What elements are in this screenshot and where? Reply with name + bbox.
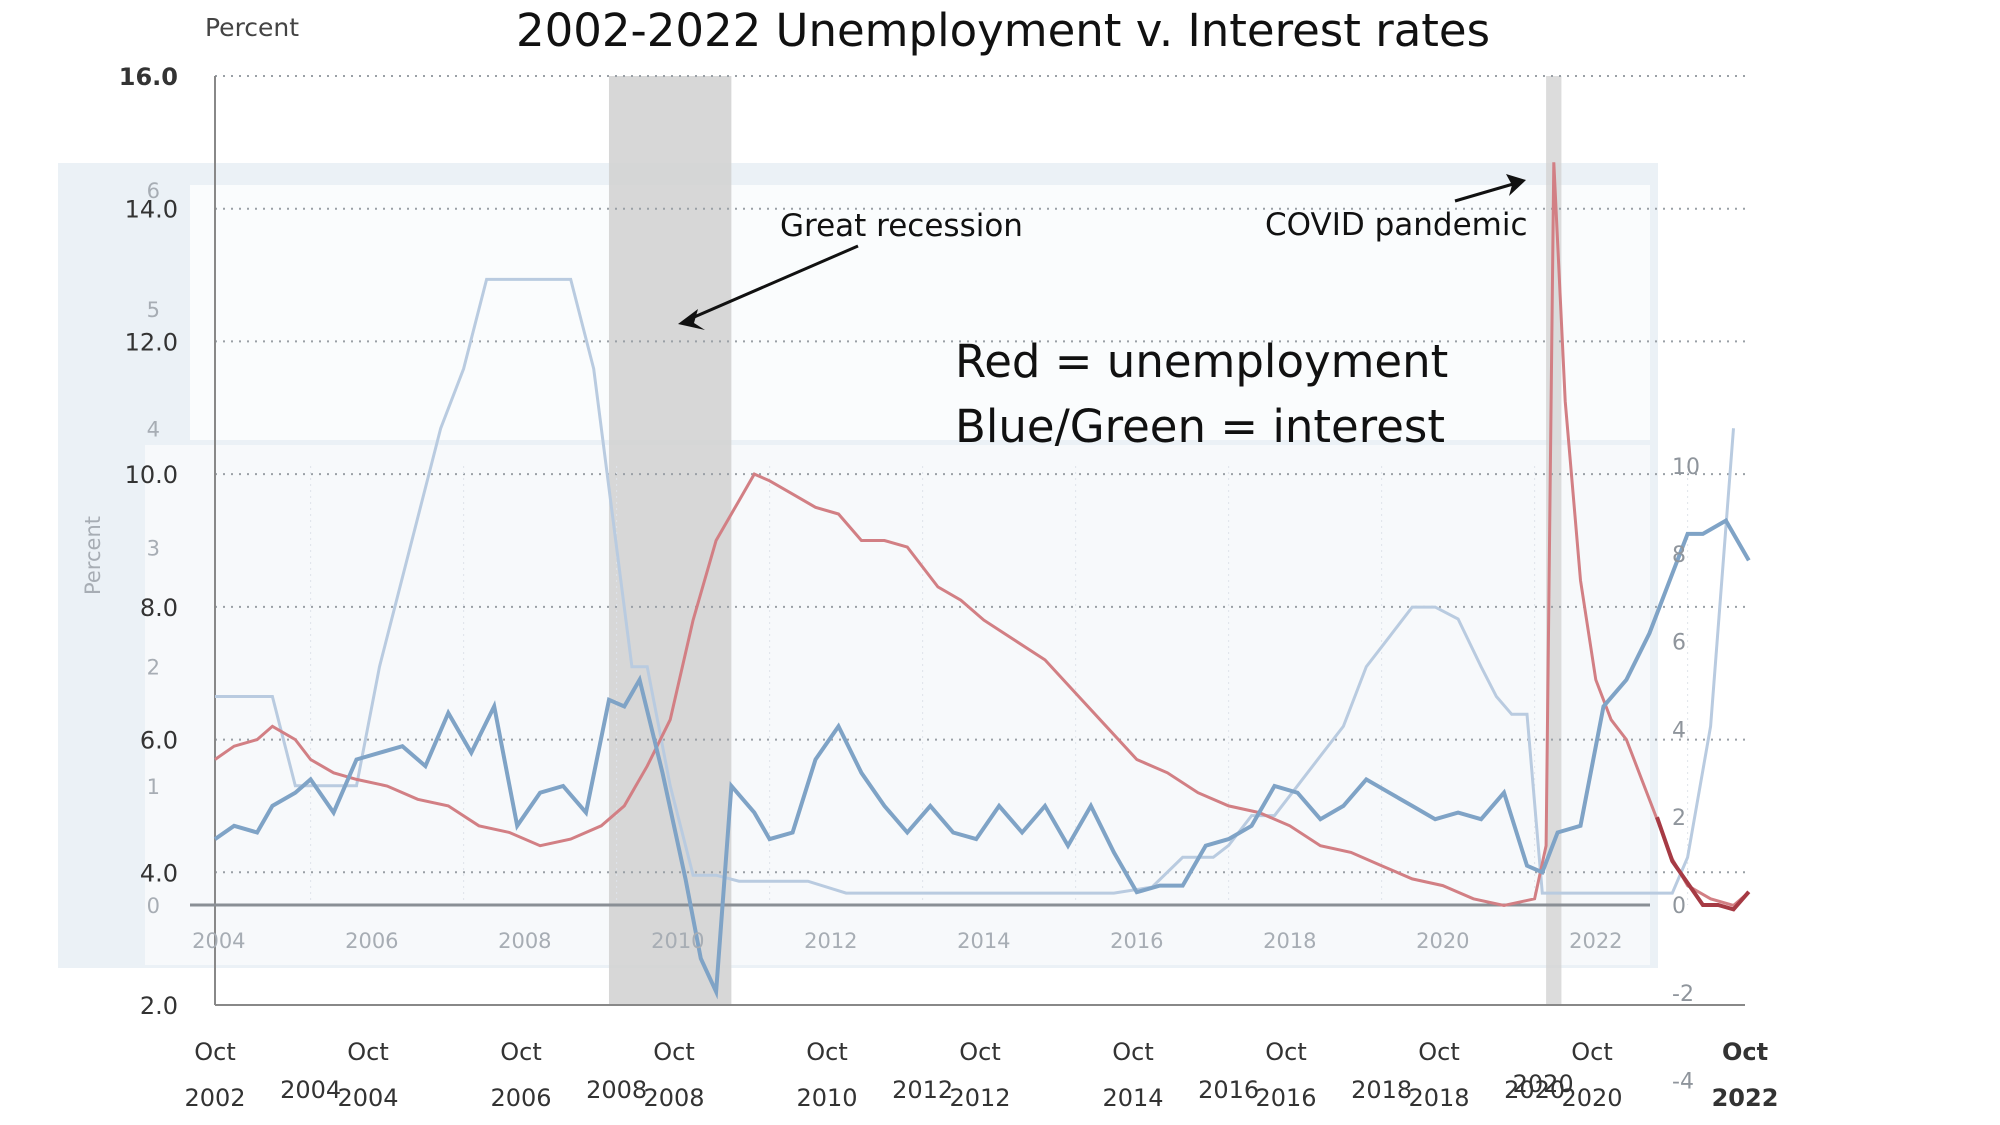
x-tick-month-6: Oct xyxy=(1112,1038,1154,1066)
x-tick-month-1: Oct xyxy=(347,1038,389,1066)
x-tick-year-5: 2012 xyxy=(949,1084,1010,1112)
inner-x-tick-2: 2008 xyxy=(498,929,551,953)
x-tick-year-3: 2008 xyxy=(643,1084,704,1112)
x-tick-month-2: Oct xyxy=(500,1038,542,1066)
legend-unemployment: Red = unemployment xyxy=(955,335,1448,388)
legend-interest: Blue/Green = interest xyxy=(955,400,1445,453)
series-inner-tail xyxy=(1655,816,1751,912)
x-tick-year-10: 2022 xyxy=(1712,1084,1779,1112)
x-tick-month-4: Oct xyxy=(806,1038,848,1066)
inner-x-tick-0: 2004 xyxy=(192,929,245,953)
covid-arrowhead xyxy=(1506,174,1526,196)
inner-x-tick-8: 2020 xyxy=(1416,929,1469,953)
x-tick-month-5: Oct xyxy=(959,1038,1001,1066)
series-interest-faded xyxy=(215,277,1735,895)
inner-x-tick-6: 2016 xyxy=(1110,929,1163,953)
x-tick-year-9: 2020 xyxy=(1561,1084,1622,1112)
great-recession-arrowhead xyxy=(678,309,705,330)
x-tick-secondary-2: 2012 xyxy=(892,1076,953,1104)
overlay-inner-bottom xyxy=(145,445,1650,965)
covid-arrow-shaft xyxy=(1454,180,1521,203)
right-y-tick-2: 6 xyxy=(1672,631,1686,656)
x-tick-secondary-5: 2020 xyxy=(1504,1076,1565,1104)
shaded-period-1 xyxy=(1546,76,1562,1005)
x-tick-year-4: 2010 xyxy=(796,1084,857,1112)
x-tick-secondary-4: 2018 xyxy=(1351,1076,1412,1104)
x-tick-year-6: 2014 xyxy=(1102,1084,1163,1112)
mid-y-tick-1: 5 xyxy=(147,298,160,322)
shaded-period-0 xyxy=(608,76,732,1005)
x-tick-secondary-1: 2008 xyxy=(586,1076,647,1104)
y-tick-5: 6.0 xyxy=(140,727,178,755)
series-unemployment xyxy=(214,162,1750,908)
x-tick-year-1: 2004 xyxy=(337,1084,398,1112)
x-tick-secondary-0: 2004 xyxy=(280,1076,341,1104)
top-axis-label: Percent xyxy=(205,13,299,42)
inner-x-tick-4: 2012 xyxy=(804,929,857,953)
right-y-tick-5: 0 xyxy=(1672,894,1686,919)
inner-x-tick-7: 2018 xyxy=(1263,929,1316,953)
right-y-tick-0: 10 xyxy=(1672,455,1700,480)
tick-labels: 16.014.012.010.08.06.04.02.0654321010864… xyxy=(119,63,1779,1112)
y-tick-3: 10.0 xyxy=(125,461,178,489)
inner-x-tick-1: 2006 xyxy=(345,929,398,953)
chart-title: 2002-2022 Unemployment v. Interest rates xyxy=(516,4,1490,57)
y-tick-7: 2.0 xyxy=(140,992,178,1020)
y-tick-4: 8.0 xyxy=(140,594,178,622)
x-tick-year-2: 2006 xyxy=(490,1084,551,1112)
x-tick-year-8: 2018 xyxy=(1408,1084,1469,1112)
side-axis-label: Percent xyxy=(81,516,105,595)
y-tick-0: 16.0 xyxy=(119,63,178,91)
right-y-tick-3: 4 xyxy=(1672,718,1686,743)
right-y-tick-6: -2 xyxy=(1672,982,1694,1007)
x-tick-month-3: Oct xyxy=(653,1038,695,1066)
mid-y-tick-6: 0 xyxy=(147,894,160,918)
x-tick-month-7: Oct xyxy=(1265,1038,1307,1066)
overlay-inner-top xyxy=(190,185,1650,440)
series-group xyxy=(213,162,1751,1000)
inner-x-tick-5: 2014 xyxy=(957,929,1010,953)
great-recession-arrow-shaft xyxy=(684,244,859,323)
inner-x-tick-9: 2022 xyxy=(1569,929,1622,953)
mid-y-tick-3: 3 xyxy=(147,537,160,561)
shaded-periods xyxy=(608,76,1562,1005)
x-tick-month-10: Oct xyxy=(1722,1038,1768,1066)
x-tick-month-0: Oct xyxy=(194,1038,236,1066)
right-y-tick-7: -4 xyxy=(1672,1070,1694,1095)
series-interest xyxy=(213,517,1751,1000)
covid-label: COVID pandemic xyxy=(1265,207,1528,243)
x-tick-month-8: Oct xyxy=(1418,1038,1460,1066)
x-tick-year-7: 2016 xyxy=(1255,1084,1316,1112)
mid-y-tick-4: 2 xyxy=(147,656,160,680)
x-tick-secondary-alt-0: 2020 xyxy=(1513,1070,1574,1098)
great-recession-label: Great recession xyxy=(780,208,1023,244)
y-tick-6: 4.0 xyxy=(140,859,178,887)
x-tick-year-0: 2002 xyxy=(184,1084,245,1112)
mid-y-tick-2: 4 xyxy=(147,417,160,441)
y-tick-2: 12.0 xyxy=(125,328,178,356)
inner-x-tick-3: 2010 xyxy=(651,929,704,953)
right-y-tick-1: 8 xyxy=(1672,543,1686,568)
x-tick-secondary-3: 2016 xyxy=(1198,1076,1259,1104)
mid-y-tick-5: 1 xyxy=(147,775,160,799)
mid-y-tick-0: 6 xyxy=(147,179,160,203)
y-tick-1: 14.0 xyxy=(125,196,178,224)
right-y-tick-4: 2 xyxy=(1672,806,1686,831)
x-tick-month-9: Oct xyxy=(1571,1038,1613,1066)
